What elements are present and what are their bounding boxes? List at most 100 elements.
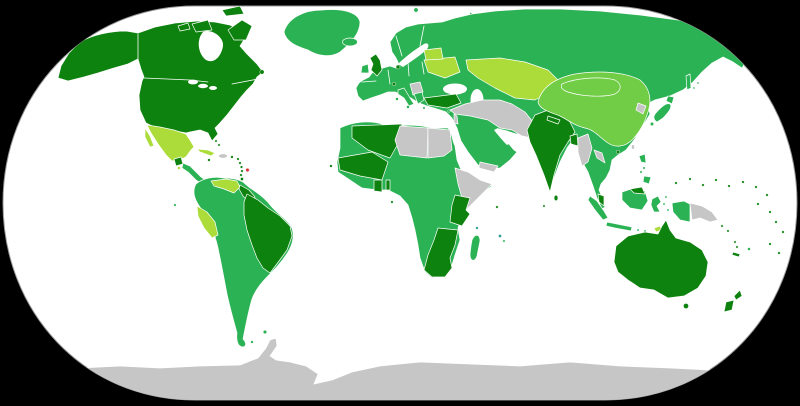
region-el-salvador [177, 166, 181, 170]
region-maldives [542, 204, 546, 208]
region-falklands [263, 330, 268, 335]
island-dot [239, 165, 243, 169]
region-galapagos [173, 203, 177, 207]
region-algeria-tunisia [351, 123, 403, 159]
region-trinidad [240, 177, 244, 181]
region-nepal [546, 115, 561, 125]
region-venezuela [210, 178, 241, 194]
japan-honshu [653, 103, 672, 123]
black-sea [443, 83, 467, 95]
island-dot [692, 86, 696, 90]
region-tasmania [683, 303, 689, 309]
luzon [638, 153, 647, 164]
region-ellesmere-island [221, 6, 245, 17]
island-dot [238, 161, 242, 165]
region-comoros [475, 226, 479, 230]
region-seychelles [495, 205, 499, 209]
region-sakhalin-kurils [685, 73, 700, 91]
region-new-zealand [723, 289, 743, 313]
region-iceland [342, 37, 358, 47]
region-philippines [638, 153, 652, 185]
region-madagascar [469, 234, 481, 261]
island-dot [674, 181, 678, 185]
region-libya [394, 125, 429, 159]
region-jamaica [207, 158, 211, 162]
region-west-new-guinea [671, 200, 691, 223]
region-mongolia [560, 77, 621, 97]
island-dot [733, 240, 737, 244]
island-dot [754, 185, 758, 189]
region-sicily [406, 105, 410, 109]
island-dot [240, 169, 244, 173]
region-egypt [427, 127, 453, 159]
region-israel [453, 113, 459, 125]
region-papua-new-guinea [689, 202, 719, 223]
region-mexico [146, 124, 195, 162]
great-lake-3 [209, 86, 217, 90]
region-baja-california [144, 127, 155, 148]
region-lesser-antilles [236, 157, 244, 177]
region-belize-guatemala [173, 156, 184, 167]
region-sao-tome [390, 200, 394, 204]
region-southern-africa [423, 227, 459, 278]
island-dot [701, 183, 705, 187]
region-south-georgia [250, 340, 254, 344]
sumatra [587, 195, 609, 221]
region-switzerland [392, 81, 397, 86]
japan-hokkaido [665, 95, 675, 105]
region-barbados [245, 167, 250, 172]
region-turkey [423, 93, 462, 109]
region-mauritius [498, 234, 502, 238]
great-lake-2 [198, 83, 208, 89]
island-dot [777, 251, 781, 255]
region-cuba [196, 148, 216, 157]
region-pacific-islands [674, 177, 785, 255]
region-japan [650, 95, 675, 126]
region-laos [593, 149, 606, 164]
region-sardinia [395, 97, 399, 101]
region-sri-lanka [553, 194, 559, 202]
island-dot [214, 139, 218, 143]
hudson-bay [198, 31, 224, 62]
region-denmark [395, 64, 401, 70]
region-svalbard [413, 7, 419, 13]
island-dot [664, 195, 668, 199]
region-victoria-island [191, 19, 213, 33]
region-benin [385, 179, 391, 191]
region-banks-island [177, 22, 191, 32]
island-dot [696, 81, 700, 85]
land-layer [47, 6, 785, 400]
region-bangladesh [569, 133, 579, 147]
region-ukraine [423, 56, 461, 79]
island-dot [765, 193, 769, 197]
sulawesi [650, 195, 662, 213]
region-solomon-islands [720, 224, 730, 233]
us-canada-border-line [143, 77, 259, 85]
region-ghana [373, 179, 383, 193]
island-dot [636, 228, 640, 232]
region-vanuatu [733, 240, 739, 249]
region-malaysia [597, 186, 646, 207]
mindanao [642, 175, 652, 185]
region-cyprus [447, 109, 451, 113]
island-dot [662, 202, 666, 206]
region-balkans [409, 81, 424, 96]
region-cape-verde [329, 164, 333, 168]
north-borneo [629, 186, 646, 195]
persian-gulf [494, 128, 511, 145]
region-north-korea [635, 102, 647, 115]
region-kenya-tanzania [449, 194, 471, 227]
nz-north-island [733, 289, 743, 301]
region-peru [196, 205, 219, 239]
region-italy [397, 87, 415, 107]
island-dot [642, 166, 646, 170]
region-fiji [747, 247, 751, 251]
island-dot [688, 177, 692, 181]
island-dot [726, 229, 730, 233]
island-dot [639, 170, 643, 174]
region-brazil [243, 193, 293, 274]
region-belarus [423, 47, 444, 61]
sakhalin [685, 73, 692, 91]
